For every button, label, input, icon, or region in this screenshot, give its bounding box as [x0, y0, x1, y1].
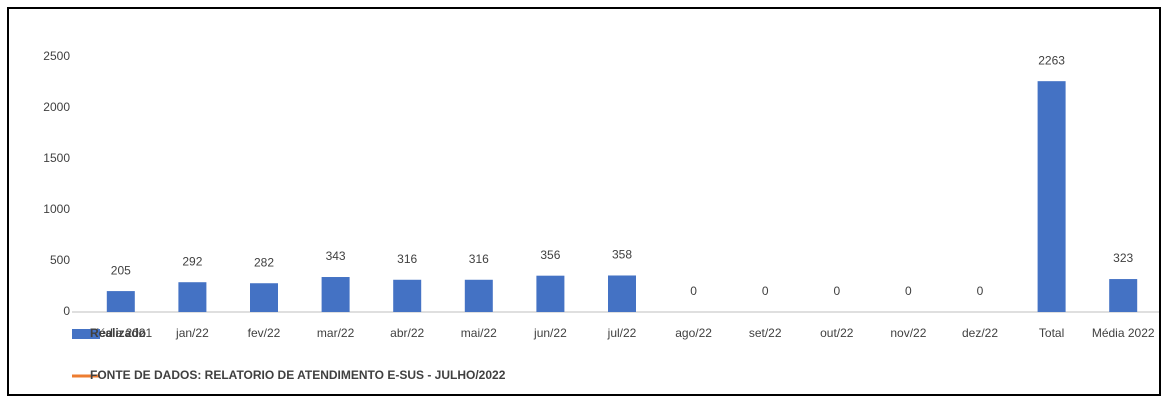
x-tick-label: set/22 — [749, 326, 782, 340]
data-label: 292 — [182, 254, 202, 268]
x-tick-label: out/22 — [820, 326, 854, 340]
x-tick-label: nov/22 — [890, 326, 926, 340]
data-label: 343 — [326, 249, 346, 263]
bar — [106, 291, 135, 312]
bar — [464, 279, 493, 312]
x-tick-label: Média 2022 — [1092, 326, 1155, 340]
bar — [1109, 279, 1138, 312]
data-label: 282 — [254, 255, 274, 269]
x-tick-label: ago/22 — [675, 326, 712, 340]
data-label: 316 — [397, 252, 417, 266]
bar — [250, 283, 278, 312]
x-tick-label: Média 2021 — [89, 326, 152, 340]
x-tick-label: jun/22 — [533, 326, 567, 340]
x-tick-label: mar/22 — [317, 326, 355, 340]
data-label: 2263 — [1038, 53, 1065, 67]
x-tick-label: Total — [1039, 326, 1064, 340]
legend-label: FONTE DE DADOS: RELATORIO DE ATENDIMENTO… — [90, 368, 506, 382]
data-label: 205 — [111, 263, 131, 277]
bar — [321, 277, 350, 312]
data-label: 323 — [1113, 251, 1133, 265]
y-tick-label: 500 — [50, 253, 70, 267]
bar — [1037, 81, 1066, 312]
x-tick-label: mai/22 — [461, 326, 497, 340]
bar — [608, 275, 636, 312]
data-label: 0 — [833, 284, 840, 298]
legend-label: Realizado — [90, 326, 146, 340]
x-tick-label: jan/22 — [175, 326, 209, 340]
data-label: 0 — [690, 284, 697, 298]
data-label: 316 — [469, 252, 489, 266]
y-tick-label: 2000 — [43, 100, 70, 114]
x-tick-label: fev/22 — [248, 326, 281, 340]
x-tick-label: jul/22 — [607, 326, 637, 340]
y-tick-label: 0 — [63, 304, 70, 318]
data-label: 358 — [612, 248, 632, 262]
bar — [393, 279, 422, 312]
bar — [536, 275, 565, 312]
x-tick-label: abr/22 — [390, 326, 424, 340]
y-tick-label: 1500 — [43, 151, 70, 165]
y-tick-label: 2500 — [43, 49, 70, 63]
data-label: 0 — [905, 284, 912, 298]
data-label: 356 — [540, 248, 560, 262]
data-label: 0 — [762, 284, 769, 298]
chart-frame — [7, 7, 1161, 396]
y-tick-label: 1000 — [43, 202, 70, 216]
data-label: 0 — [977, 284, 984, 298]
x-tick-label: dez/22 — [962, 326, 998, 340]
bar — [178, 282, 207, 312]
legend-swatch — [72, 329, 100, 339]
